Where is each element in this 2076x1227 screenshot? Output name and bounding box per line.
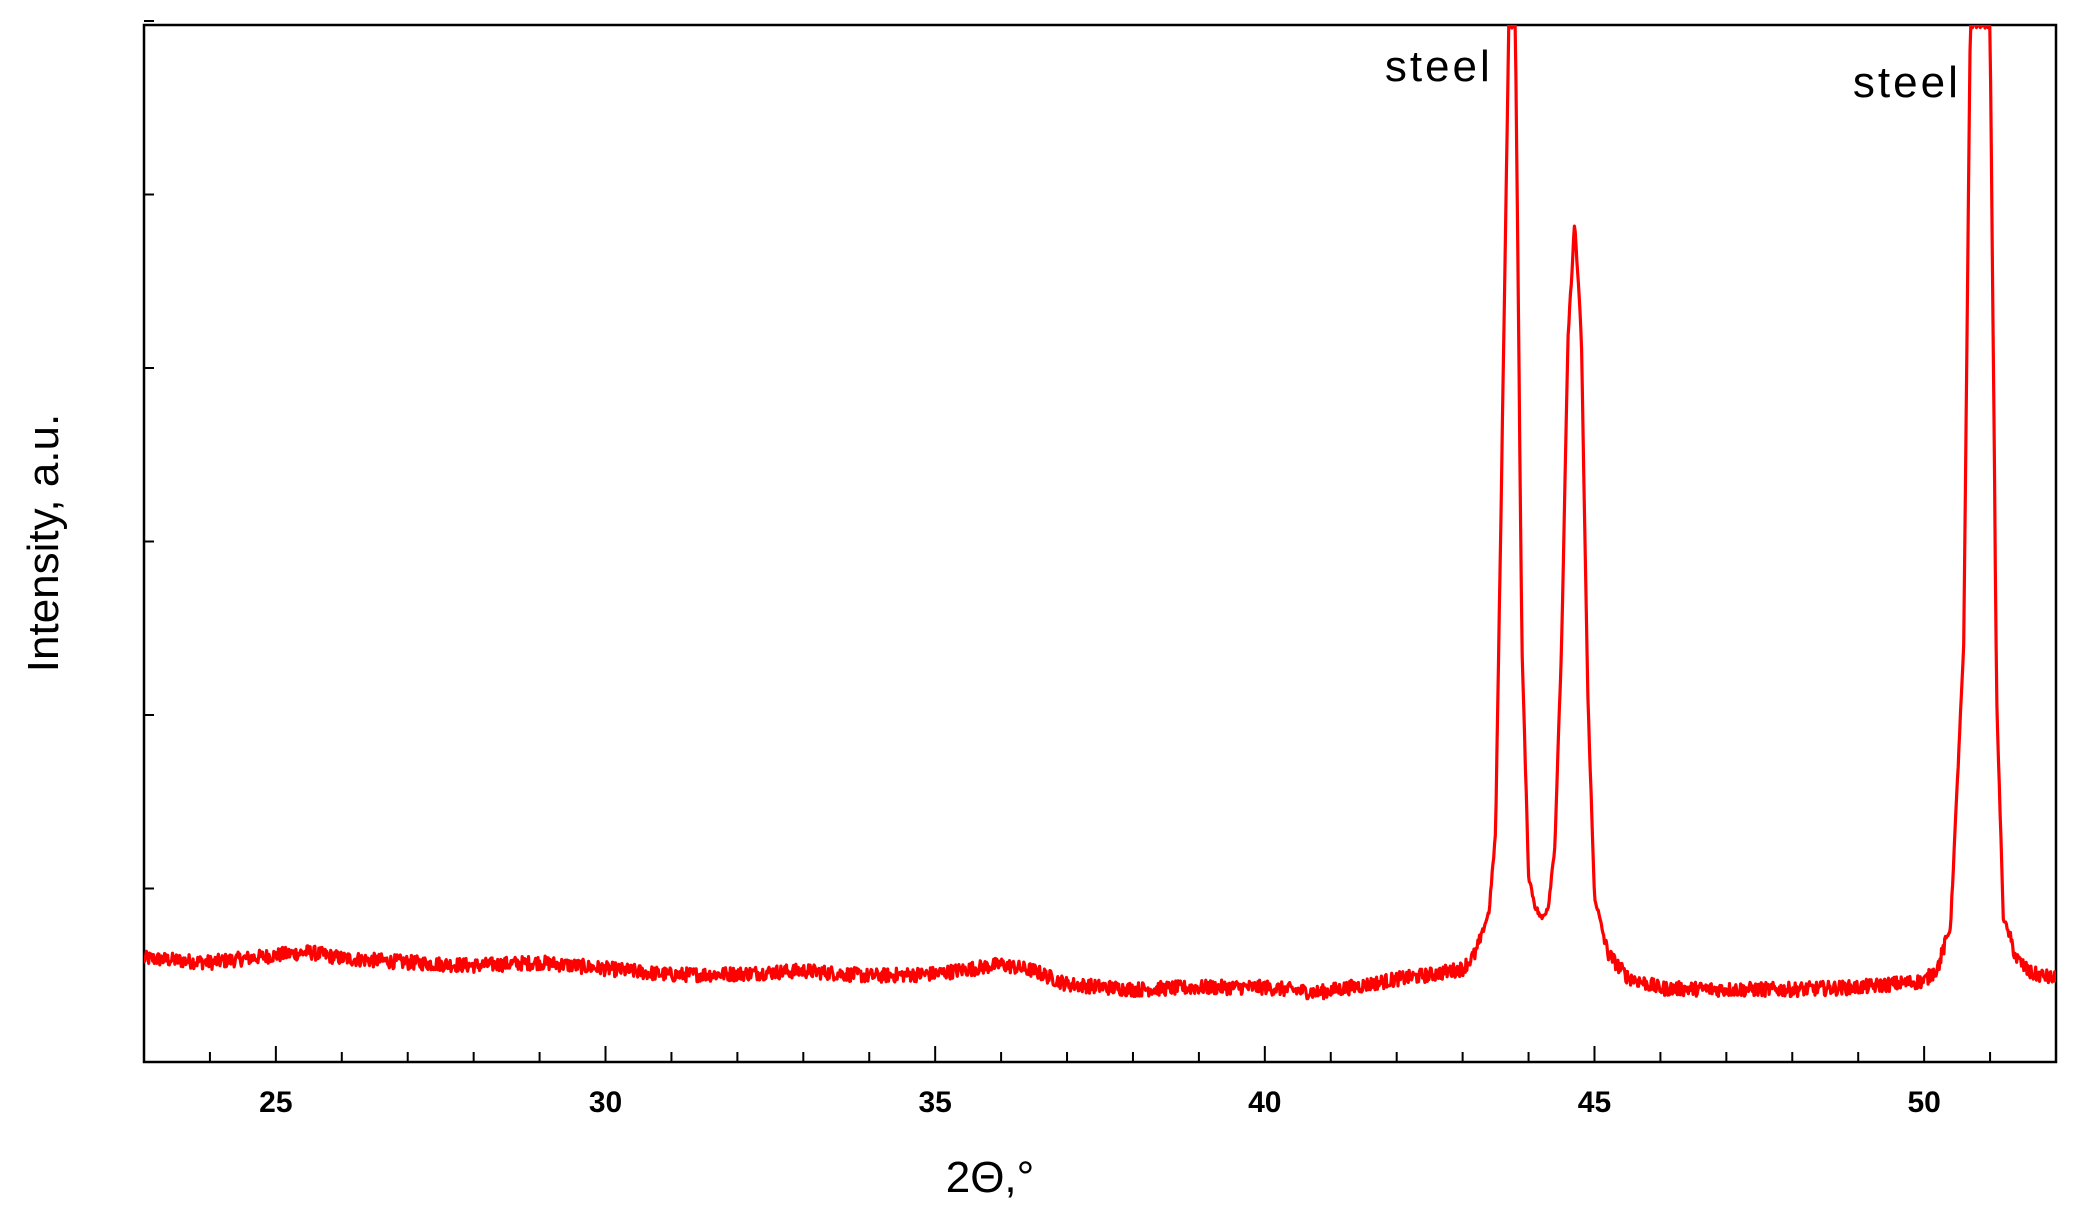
x-tick-label: 45	[1578, 1086, 1611, 1119]
x-tick-label: 40	[1248, 1086, 1281, 1119]
x-tick-label: 30	[589, 1086, 622, 1119]
y-axis-title: Intensity, a.u.	[19, 414, 68, 672]
x-axis-ticks	[143, 1046, 2057, 1062]
annotation-label: steel	[1385, 42, 1493, 91]
x-tick-label: 25	[259, 1086, 292, 1119]
x-axis-title: 2Θ,°	[946, 1153, 1035, 1202]
series-line	[144, 25, 2056, 1001]
x-tick-label: 35	[918, 1086, 951, 1119]
x-tick-label: 50	[1907, 1086, 1940, 1119]
annotation-label: steel	[1853, 58, 1961, 107]
y-axis-ticks	[144, 20, 154, 890]
x-axis-tick-labels: 25 30 35 40 45 50	[259, 1086, 1941, 1119]
peak-annotations: steel steel	[1385, 42, 1961, 107]
plot-frame	[142, 23, 2058, 1064]
